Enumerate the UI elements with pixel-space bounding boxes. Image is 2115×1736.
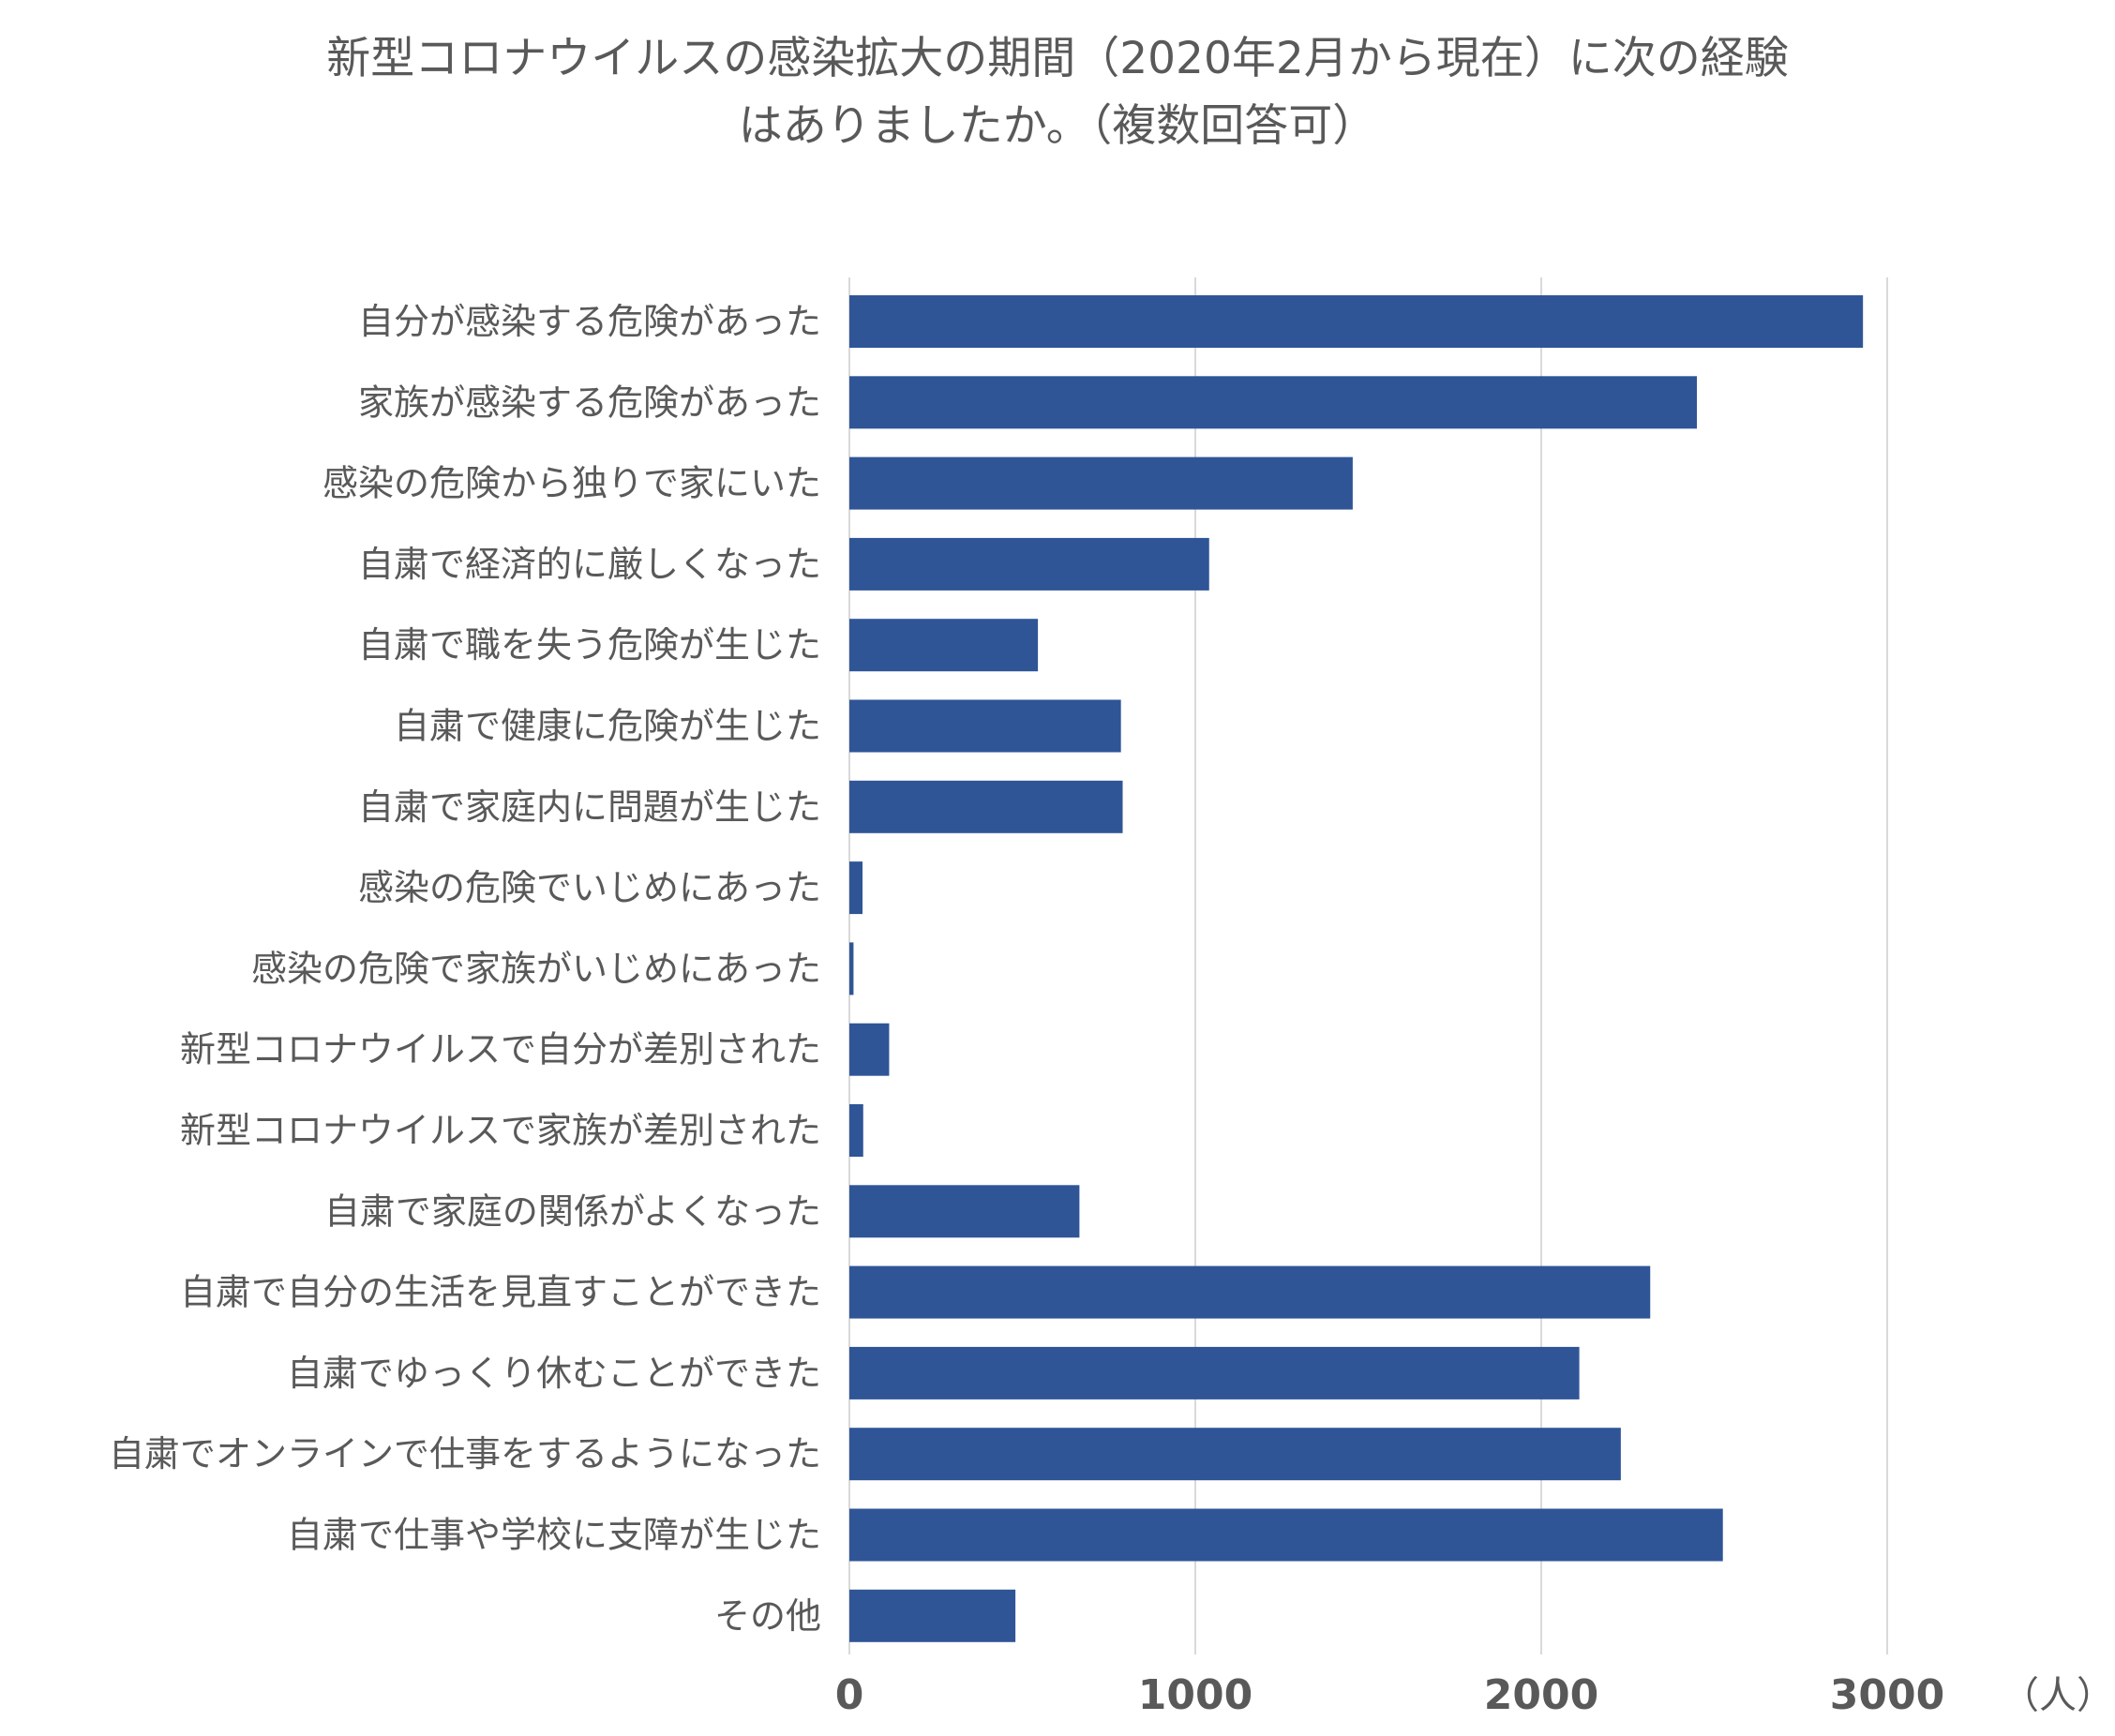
x-tick-label-0: 0: [835, 1671, 864, 1719]
bar-7: [849, 861, 863, 915]
x-tick-label-2000: 2000: [1484, 1671, 1598, 1719]
category-label-7: 感染の危険でいじめにあった: [358, 867, 821, 908]
bar-8: [849, 942, 854, 995]
category-label-5: 自粛で健康に危険が生じた: [394, 706, 821, 747]
bar-13: [849, 1346, 1580, 1399]
bar-14: [849, 1428, 1621, 1481]
x-tick-label-1000: 1000: [1138, 1671, 1252, 1719]
category-label-1: 家族が感染する危険があった: [358, 382, 821, 423]
category-label-11: 自粛で家庭の関係がよくなった: [324, 1190, 821, 1232]
category-label-3: 自粛で経済的に厳しくなった: [358, 544, 821, 585]
category-label-10: 新型コロナウイルスで家族が差別された: [180, 1110, 821, 1151]
category-label-14: 自粛でオンラインで仕事をするようになった: [109, 1433, 821, 1474]
bar-2: [849, 456, 1353, 510]
category-label-6: 自粛で家庭内に問題が生じた: [358, 786, 821, 828]
category-label-12: 自粛で自分の生活を見直すことができた: [180, 1272, 821, 1313]
bar-12: [849, 1265, 1651, 1319]
category-label-2: 感染の危険から独りで家にいた: [322, 463, 821, 504]
chart-title-line-2: はありましたか。（複数回答可）: [739, 100, 1377, 152]
bar-6: [849, 780, 1123, 833]
bar-4: [849, 619, 1039, 672]
category-label-16: その他: [714, 1595, 821, 1637]
x-axis-unit-label: （人）: [2002, 1674, 2114, 1717]
x-tick-label-3000: 3000: [1830, 1671, 1944, 1719]
bar-16: [849, 1589, 1016, 1642]
bar-15: [849, 1508, 1723, 1562]
chart-title: 新型コロナウイルスの感染拡大の期間（2020年2月から現在）に次の経験 はありま…: [326, 33, 1789, 152]
bar-10: [849, 1104, 863, 1157]
category-label-9: 新型コロナウイルスで自分が差別された: [180, 1029, 821, 1070]
bar-3: [849, 537, 1209, 591]
x-tick-labels: 0 1000 2000 3000: [835, 1671, 1945, 1719]
category-labels: 自分が感染する危険があった家族が感染する危険があった感染の危険から独りで家にいた…: [109, 301, 821, 1637]
category-label-0: 自分が感染する危険があった: [358, 301, 821, 342]
category-label-13: 自粛でゆっくり休むことができた: [287, 1353, 821, 1394]
bar-5: [849, 699, 1121, 753]
bar-0: [849, 295, 1864, 348]
bars: [849, 295, 1864, 1642]
category-label-4: 自粛で職を失う危険が生じた: [358, 624, 821, 666]
chart-title-line-1: 新型コロナウイルスの感染拡大の期間（2020年2月から現在）に次の経験: [326, 33, 1789, 84]
bar-11: [849, 1185, 1080, 1238]
category-label-8: 感染の危険で家族がいじめにあった: [251, 948, 821, 989]
category-label-15: 自粛で仕事や学校に支障が生じた: [287, 1515, 821, 1556]
bar-1: [849, 376, 1698, 429]
bar-9: [849, 1023, 890, 1076]
